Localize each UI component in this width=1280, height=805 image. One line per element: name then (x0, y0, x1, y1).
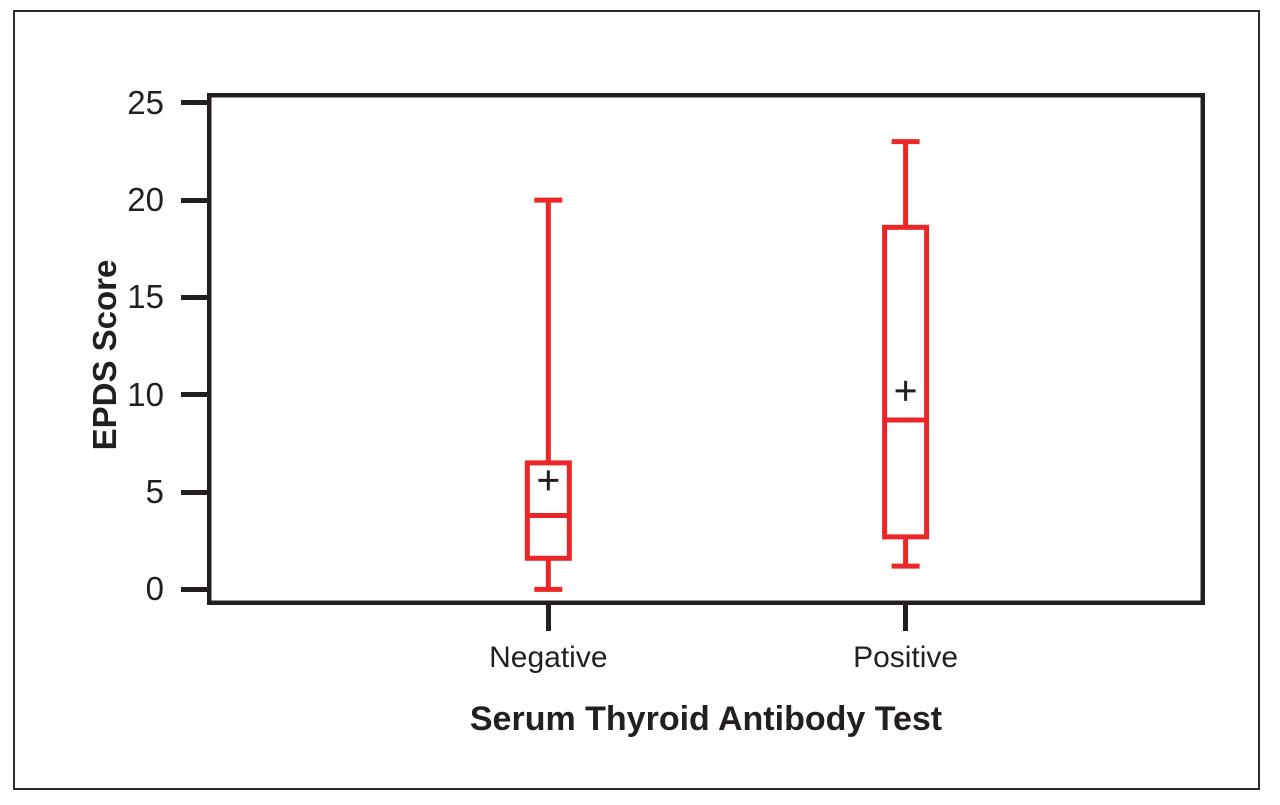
y-tick-label: 20 (127, 181, 164, 219)
y-axis-title: EPDS Score (86, 259, 123, 451)
y-tick-mark (181, 392, 207, 398)
y-tick-mark (181, 489, 207, 495)
y-tick-label: 10 (127, 375, 164, 413)
figure-border (13, 10, 1260, 790)
x-tick-mark (903, 605, 909, 631)
y-tick-label: 5 (145, 473, 164, 511)
y-tick-mark (181, 294, 207, 300)
plot-area (207, 93, 1205, 605)
y-tick-mark (181, 100, 207, 106)
y-tick-label: 0 (145, 570, 164, 608)
y-tick-label: 15 (127, 278, 164, 316)
x-axis-title: Serum Thyroid Antibody Test (469, 700, 943, 738)
plot-frame (207, 93, 1205, 605)
y-tick-mark (181, 586, 207, 592)
x-tick-mark (545, 605, 551, 631)
y-tick-mark (181, 197, 207, 203)
y-tick-label: 25 (127, 83, 164, 121)
x-tick-label-positive: Positive (853, 641, 959, 674)
x-tick-label-negative: Negative (489, 641, 608, 674)
